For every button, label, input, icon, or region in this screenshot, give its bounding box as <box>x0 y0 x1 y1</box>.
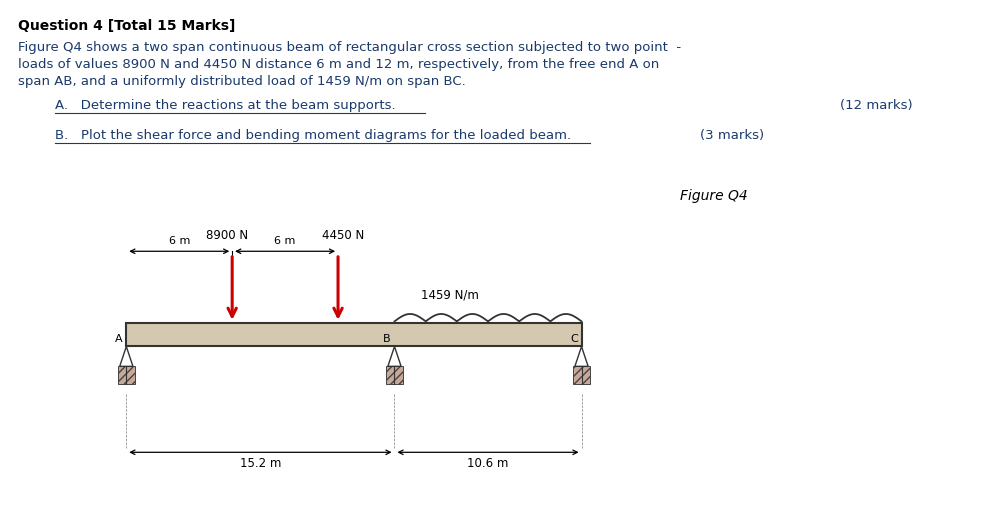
Text: 15.2 m: 15.2 m <box>240 457 282 470</box>
Polygon shape <box>573 366 590 384</box>
Text: (12 marks): (12 marks) <box>840 99 913 112</box>
Text: B.   Plot the shear force and bending moment diagrams for the loaded beam.: B. Plot the shear force and bending mome… <box>55 129 571 142</box>
Text: 6 m: 6 m <box>169 236 190 246</box>
Text: Figure Q4: Figure Q4 <box>680 189 748 203</box>
Text: 8900 N: 8900 N <box>206 229 248 242</box>
Polygon shape <box>118 366 135 384</box>
Text: (3 marks): (3 marks) <box>700 129 764 142</box>
Text: C: C <box>570 334 578 344</box>
Polygon shape <box>388 346 401 366</box>
Text: A.   Determine the reactions at the beam supports.: A. Determine the reactions at the beam s… <box>55 99 395 112</box>
Text: Figure Q4 shows a two span continuous beam of rectangular cross section subjecte: Figure Q4 shows a two span continuous be… <box>18 41 681 54</box>
Text: 4450 N: 4450 N <box>322 229 365 242</box>
Polygon shape <box>126 323 582 346</box>
Polygon shape <box>385 366 403 384</box>
Text: A: A <box>115 334 123 344</box>
Text: span AB, and a uniformly distributed load of 1459 N/m on span BC.: span AB, and a uniformly distributed loa… <box>18 75 465 88</box>
Text: loads of values 8900 N and 4450 N distance 6 m and 12 m, respectively, from the : loads of values 8900 N and 4450 N distan… <box>18 58 659 71</box>
Text: 1459 N/m: 1459 N/m <box>421 288 479 302</box>
Polygon shape <box>575 346 588 366</box>
Text: 6 m: 6 m <box>275 236 295 246</box>
Text: Question 4 [Total 15 Marks]: Question 4 [Total 15 Marks] <box>18 19 235 33</box>
Text: 10.6 m: 10.6 m <box>467 457 509 470</box>
Text: B: B <box>383 334 390 344</box>
Polygon shape <box>120 346 133 366</box>
